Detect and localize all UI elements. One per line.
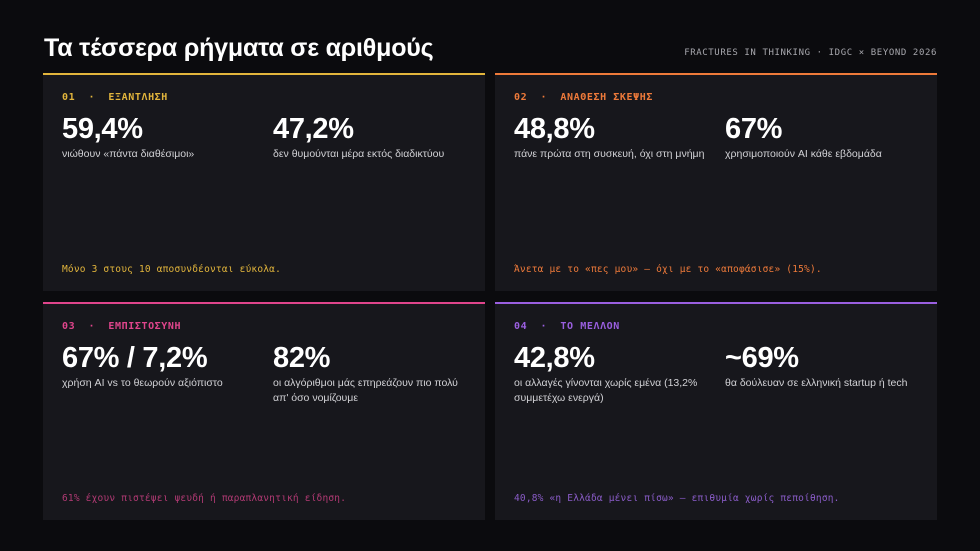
stat-block: 82% οι αλγόριθμοι μάς επηρεάζουν πιο πολ… <box>273 341 473 406</box>
page-title: Τα τέσσερα ρήγματα σε αριθμούς <box>44 34 434 62</box>
stat-value: 48,8% <box>514 113 595 145</box>
stat-block: 48,8% πάνε πρώτα στη συσκευή, όχι στη μν… <box>514 112 719 162</box>
stat-value: 82% <box>273 342 331 374</box>
stat-description: οι αλλαγές γίνονται χωρίς εμένα (13,2% σ… <box>514 377 698 404</box>
card-exhaustion: 01 · ΕΞΑΝΤΛΗΣΗ 59,4% νιώθουν «πάντα διαθ… <box>43 73 485 291</box>
card-thought-delegation: 02 · ΑΝΑΘΕΣΗ ΣΚΕΨΗΣ 48,8% πάνε πρώτα στη… <box>495 73 937 291</box>
card-future: 04 · ΤΟ ΜΕΛΛΟΝ 42,8% οι αλλαγές γίνονται… <box>495 302 937 520</box>
stat-value: 67% <box>725 113 783 145</box>
stat-block: 59,4% νιώθουν «πάντα διαθέσιμοι» <box>62 112 257 162</box>
card-label: 02 · ΑΝΑΘΕΣΗ ΣΚΕΨΗΣ <box>514 92 654 103</box>
stat-value: 47,2% <box>273 113 354 145</box>
stat-block: 67% / 7,2% χρήση AI vs το θεωρούν αξιόπι… <box>62 341 267 391</box>
stat-value: 59,4% <box>62 113 143 145</box>
card-footnote: 40,8% «η Ελλάδα μένει πίσω» — επιθυμία χ… <box>514 493 840 504</box>
stat-description: πάνε πρώτα στη συσκευή, όχι στη μνήμη <box>514 148 705 160</box>
stat-block: 42,8% οι αλλαγές γίνονται χωρίς εμένα (1… <box>514 341 714 406</box>
stat-description: θα δούλευαν σε ελληνική startup ή tech <box>725 377 908 389</box>
stat-description: χρήση AI vs το θεωρούν αξιόπιστο <box>62 377 223 389</box>
card-label: 01 · ΕΞΑΝΤΛΗΣΗ <box>62 92 168 103</box>
stat-description: οι αλγόριθμοι μάς επηρεάζουν πιο πολύ απ… <box>273 377 458 404</box>
card-label: 03 · ΕΜΠΙΣΤΟΣΥΝΗ <box>62 321 182 332</box>
card-trust: 03 · ΕΜΠΙΣΤΟΣΥΝΗ 67% / 7,2% χρήση AI vs … <box>43 302 485 520</box>
stat-description: νιώθουν «πάντα διαθέσιμοι» <box>62 148 195 160</box>
stat-block: ~69% θα δούλευαν σε ελληνική startup ή t… <box>725 341 930 391</box>
card-footnote: Μόνο 3 στους 10 αποσυνδέονται εύκολα. <box>62 264 282 275</box>
stat-block: 47,2% δεν θυμούνται μέρα εκτός διαδικτύο… <box>273 112 478 162</box>
card-label: 04 · ΤΟ ΜΕΛΛΟΝ <box>514 321 620 332</box>
stat-description: χρησιμοποιούν AI κάθε εβδομάδα <box>725 148 882 160</box>
stat-block: 67% χρησιμοποιούν AI κάθε εβδομάδα <box>725 112 930 162</box>
stat-value: ~69% <box>725 342 799 374</box>
card-footnote: Άνετα με το «πες μου» — όχι με το «αποφά… <box>514 264 822 275</box>
stat-value: 67% / 7,2% <box>62 342 208 374</box>
card-footnote: 61% έχουν πιστέψει ψευδή ή παραπλανητική… <box>62 493 347 504</box>
stat-value: 42,8% <box>514 342 595 374</box>
stat-description: δεν θυμούνται μέρα εκτός διαδικτύου <box>273 148 445 160</box>
header-kicker: FRACTURES IN THINKING · IDGC × BEYOND 20… <box>684 48 937 58</box>
